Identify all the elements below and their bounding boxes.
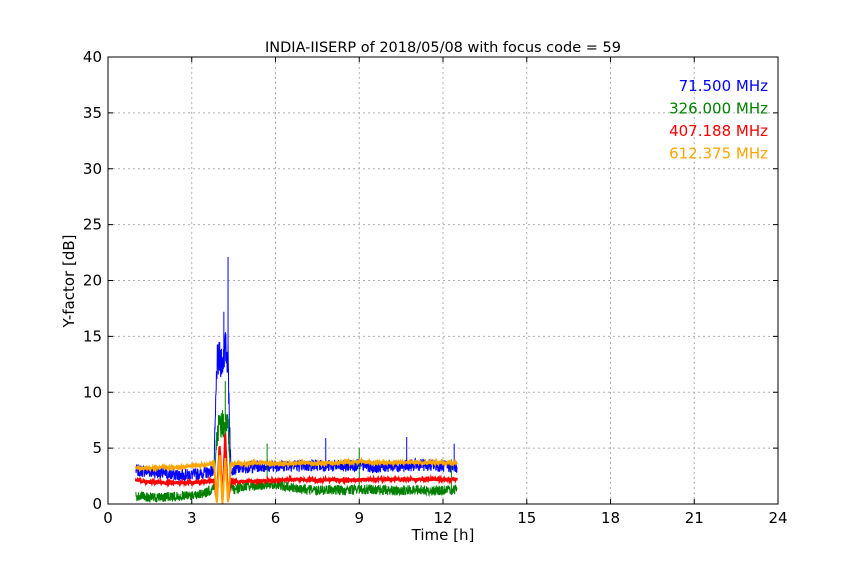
series-line-326-000-mhz — [135, 410, 458, 503]
x-tick-label: 0 — [103, 509, 113, 527]
y-tick-label: 35 — [83, 104, 102, 122]
y-tick-label: 25 — [83, 216, 102, 234]
y-tick-label: 0 — [92, 495, 102, 513]
ticks: 0 3 6 9 12 15 18 21 24 0 5 10 15 20 25 30 35 40 — [83, 48, 788, 527]
x-tick-label: 9 — [354, 509, 364, 527]
x-tick-label: 12 — [433, 509, 452, 527]
x-axis-label: Time [h] — [411, 526, 475, 544]
x-tick-label: 24 — [768, 509, 787, 527]
y-tick-label: 10 — [83, 383, 102, 401]
x-tick-label: 6 — [271, 509, 281, 527]
plot-data — [134, 257, 458, 505]
y-tick-label: 30 — [83, 160, 102, 178]
series-line-612-375-mhz — [134, 454, 458, 505]
legend-entry: 407.188 MHz — [669, 122, 768, 140]
y-tick-label: 15 — [83, 327, 102, 345]
legend-entry: 612.375 MHz — [669, 145, 768, 163]
x-tick-label: 3 — [187, 509, 197, 527]
x-tick-label: 18 — [601, 509, 620, 527]
chart-title: INDIA-IISERP of 2018/05/08 with focus co… — [265, 40, 621, 56]
y-tick-label: 20 — [83, 272, 102, 290]
legend-entry: 71.500 MHz — [679, 77, 768, 95]
y-tick-label: 40 — [83, 48, 102, 66]
y-axis-label: Y-factor [dB] — [60, 234, 78, 328]
x-tick-label: 15 — [517, 509, 536, 527]
x-tick-label: 21 — [685, 509, 704, 527]
series-line-407-188-mhz — [134, 431, 458, 503]
legend-entry: 326.000 MHz — [669, 100, 768, 118]
legend: 71.500 MHz 326.000 MHz 407.188 MHz 612.375 … — [669, 77, 768, 163]
y-tick-label: 5 — [92, 439, 102, 457]
